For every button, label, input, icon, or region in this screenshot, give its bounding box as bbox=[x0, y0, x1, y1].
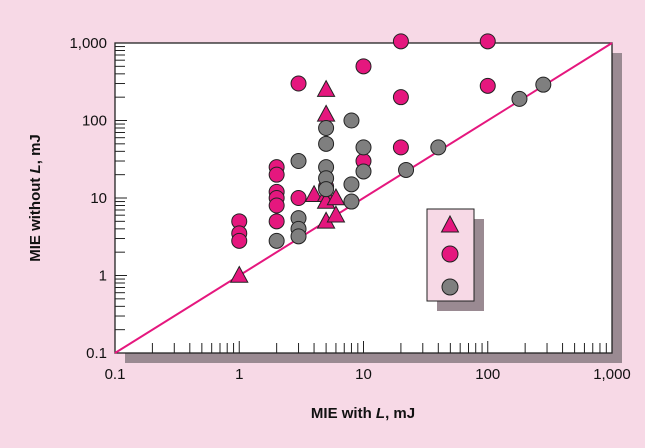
gray-circle-point bbox=[355, 139, 372, 156]
legend-triangle-marker bbox=[440, 214, 460, 233]
gray-circle-point bbox=[430, 139, 447, 156]
x-tick-label: 10 bbox=[355, 366, 372, 383]
x-tick-label: 1 bbox=[235, 366, 243, 383]
y-tick-label: 0.1 bbox=[86, 345, 107, 362]
legend bbox=[426, 208, 484, 311]
x-tick-label: 1,000 bbox=[593, 366, 631, 383]
gray-circle-point bbox=[343, 176, 360, 193]
gray-circle-point bbox=[343, 193, 360, 210]
magenta-circle-point bbox=[479, 77, 496, 94]
gray-circle-point bbox=[318, 120, 335, 137]
reference-line-y-equals-x bbox=[114, 42, 613, 354]
x-tick-label: 0.1 bbox=[105, 366, 126, 383]
triangle-point bbox=[326, 205, 346, 223]
magenta-circle-point bbox=[392, 33, 409, 50]
triangle-point bbox=[316, 79, 336, 97]
magenta-circle-point bbox=[392, 139, 409, 156]
x-axis-title: MIE with L, mJ bbox=[311, 405, 415, 422]
magenta-circle-point bbox=[268, 197, 285, 214]
gray-circle-point bbox=[318, 135, 335, 152]
x-tick-label: 100 bbox=[475, 366, 500, 383]
magenta-circle-point bbox=[290, 190, 307, 206]
y-tick-label: 10 bbox=[90, 190, 107, 207]
y-tick-label: 1,000 bbox=[69, 35, 107, 52]
magenta-circle-point bbox=[290, 75, 307, 92]
triangle-point bbox=[304, 184, 324, 203]
magenta-circle-point bbox=[392, 89, 409, 106]
gray-circle-point bbox=[290, 228, 307, 245]
magenta-circle-point bbox=[479, 33, 496, 50]
gray-circle-point bbox=[355, 163, 372, 180]
gray-circle-point bbox=[535, 76, 552, 93]
y-minor-ticks bbox=[115, 46, 127, 331]
y-tick-label: 100 bbox=[82, 113, 107, 130]
triangle-point bbox=[326, 187, 346, 206]
legend-gray-circle-marker bbox=[441, 278, 459, 296]
x-minor-ticks bbox=[151, 341, 607, 353]
y-tick-label: 1 bbox=[99, 268, 107, 285]
triangle-point bbox=[229, 265, 249, 283]
gray-circle-point bbox=[398, 161, 415, 178]
y-axis-title: MIE without L, mJ bbox=[27, 134, 44, 262]
magenta-circle-point bbox=[268, 213, 285, 230]
magenta-circle-point bbox=[231, 232, 248, 249]
magenta-circle-point bbox=[355, 58, 372, 75]
gray-circle-point bbox=[318, 181, 335, 198]
gray-circle-point bbox=[343, 112, 360, 129]
data-points bbox=[229, 33, 552, 283]
gray-circle-point bbox=[268, 232, 285, 249]
magenta-circle-point bbox=[268, 166, 285, 183]
gray-circle-point bbox=[511, 90, 528, 107]
gray-circle-point bbox=[290, 153, 307, 170]
x-tick-labels: 0.1 1 10 100 1,000 bbox=[105, 366, 631, 383]
legend-magenta-circle-marker bbox=[441, 245, 459, 263]
y-tick-labels: 0.1 1 10 100 1,000 bbox=[69, 35, 107, 362]
